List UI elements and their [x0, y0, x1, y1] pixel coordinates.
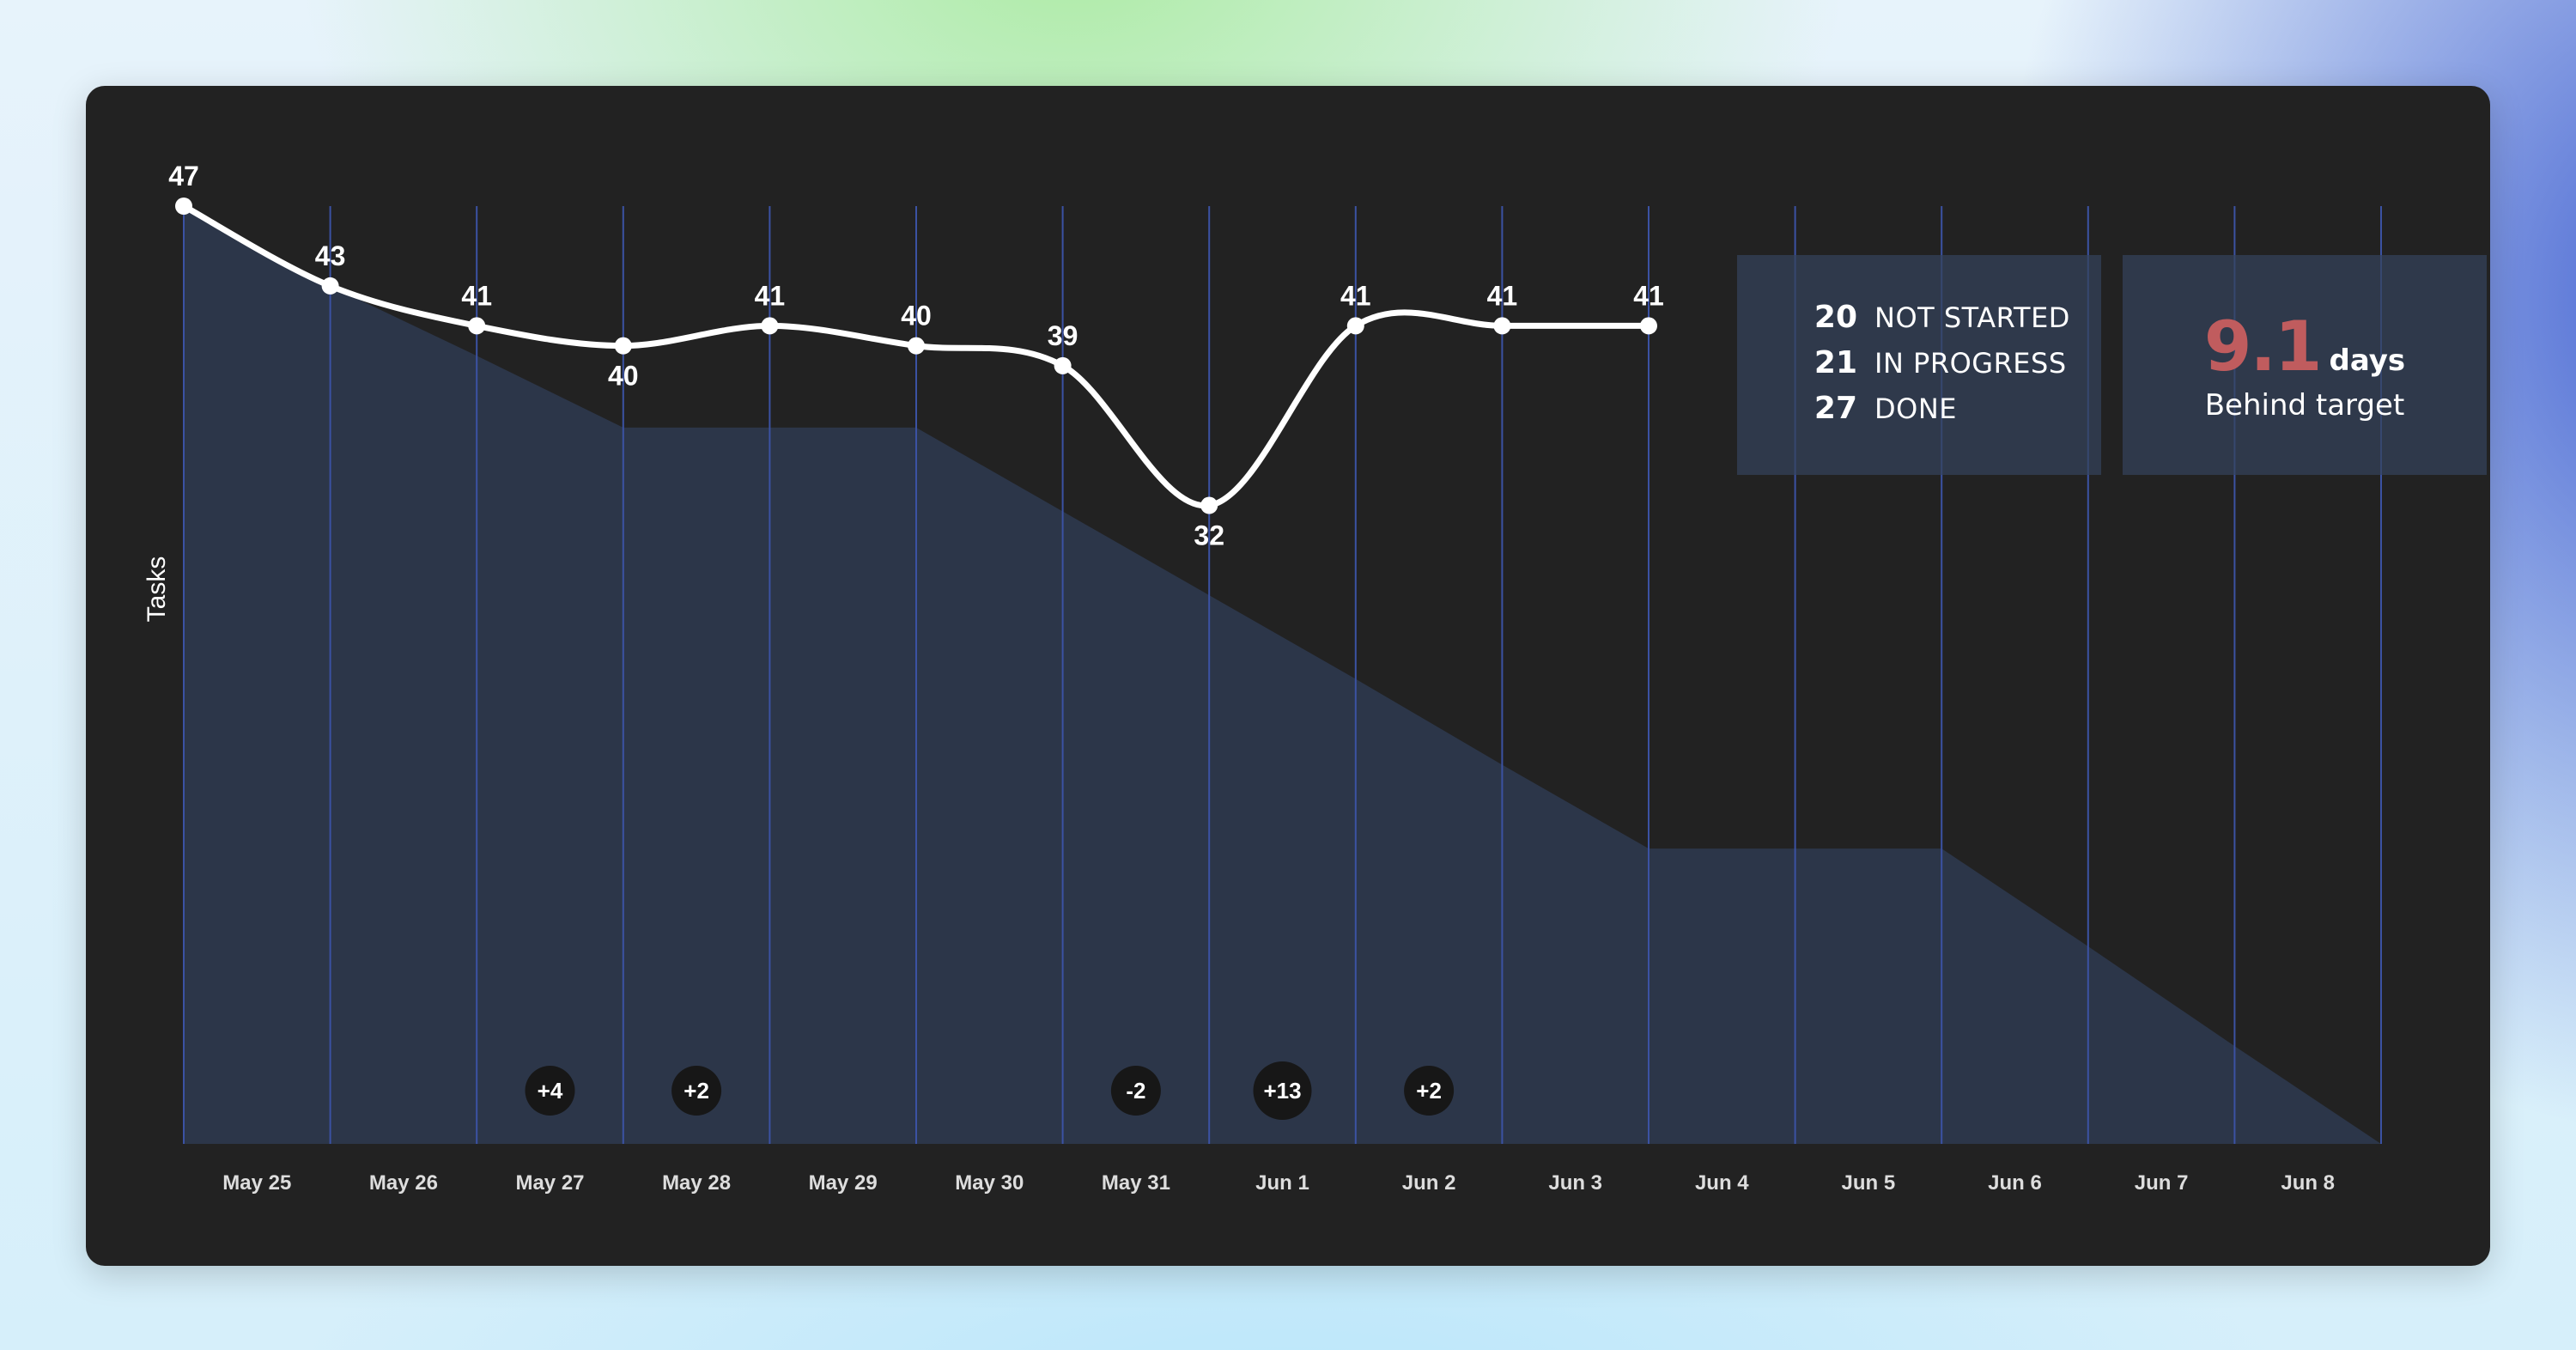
behind-target-caption: Behind target: [2204, 388, 2405, 423]
not-started-count: 20: [1814, 300, 1857, 335]
status-done: 27 DONE: [1797, 391, 2070, 436]
scope-change-label: +13: [1263, 1078, 1301, 1104]
data-point: [468, 317, 486, 335]
scope-change-label: +4: [538, 1078, 563, 1104]
data-point: [1054, 356, 1072, 374]
target-area: [184, 206, 2381, 1144]
scope-change-label: +2: [1416, 1078, 1442, 1104]
scope-change-badge: [1404, 1066, 1455, 1116]
done-label: DONE: [1874, 392, 1957, 425]
done-count: 27: [1814, 391, 1857, 426]
x-tick-label: Jun 1: [1255, 1171, 1309, 1195]
scope-change-label: -2: [1126, 1078, 1145, 1104]
x-tick-label: Jun 8: [2281, 1171, 2335, 1195]
x-tick-label: Jun 2: [1402, 1171, 1456, 1195]
x-tick-label: Jun 7: [2135, 1171, 2189, 1195]
x-tick-label: May 30: [955, 1171, 1024, 1195]
x-tick-label: May 27: [515, 1171, 584, 1195]
data-point: [1493, 317, 1511, 335]
x-tick-label: Jun 6: [1988, 1171, 2042, 1195]
in-progress-label: IN PROGRESS: [1874, 347, 2067, 380]
data-point: [1200, 496, 1218, 514]
scope-change-label: +2: [683, 1078, 709, 1104]
x-tick-label: May 29: [809, 1171, 878, 1195]
remaining-tasks-line: [180, 203, 1652, 509]
burndown-card: Tasks May 25 May 26 May 27 May 28 May 29 May 3…: [86, 86, 2490, 1266]
data-label: 39: [1048, 320, 1078, 351]
data-point: [761, 317, 779, 335]
data-label: 32: [1194, 520, 1224, 551]
x-tick-label: May 25: [222, 1171, 291, 1195]
in-progress-count: 21: [1814, 345, 1857, 380]
data-label: 41: [1633, 280, 1664, 311]
status-summary-panel: 20 NOT STARTED 21 IN PROGRESS 27 DONE: [1737, 255, 2101, 475]
y-axis-label: Tasks: [143, 556, 171, 623]
x-tick-label: Jun 3: [1548, 1171, 1602, 1195]
data-point: [175, 198, 192, 215]
status-not-started: 20 NOT STARTED: [1797, 300, 2070, 345]
burndown-chart: Tasks May 25 May 26 May 27 May 28 May 29 May 3…: [143, 161, 2382, 1195]
scope-change-badge: [1110, 1066, 1161, 1116]
data-label: 41: [461, 280, 492, 311]
x-tick-label: May 26: [369, 1171, 438, 1195]
data-label: 40: [608, 361, 639, 392]
data-point: [321, 277, 339, 295]
x-tick-label: May 28: [662, 1171, 731, 1195]
behind-target-value: 9.1: [2203, 307, 2323, 386]
not-started-label: NOT STARTED: [1874, 301, 2070, 334]
data-point: [1640, 317, 1657, 335]
scope-change-badge: [671, 1066, 722, 1116]
data-label: 41: [1487, 280, 1518, 311]
data-point: [614, 337, 632, 355]
behind-target-unit: days: [2329, 344, 2406, 378]
data-point: [1346, 317, 1364, 335]
data-label: 47: [168, 161, 199, 192]
x-tick-label: Jun 4: [1695, 1171, 1749, 1195]
x-tick-label: Jun 5: [1842, 1171, 1896, 1195]
scope-change-badge: [525, 1066, 575, 1116]
data-label: 41: [1340, 280, 1371, 311]
target-deviation-panel: 9.1 days Behind target: [2123, 255, 2487, 475]
data-point: [908, 337, 925, 355]
scope-change-badge: [1253, 1061, 1312, 1120]
data-label: 41: [755, 280, 786, 311]
data-label: 43: [315, 240, 346, 271]
x-tick-label: May 31: [1102, 1171, 1170, 1195]
status-in-progress: 21 IN PROGRESS: [1797, 345, 2070, 391]
data-label: 40: [901, 301, 932, 331]
